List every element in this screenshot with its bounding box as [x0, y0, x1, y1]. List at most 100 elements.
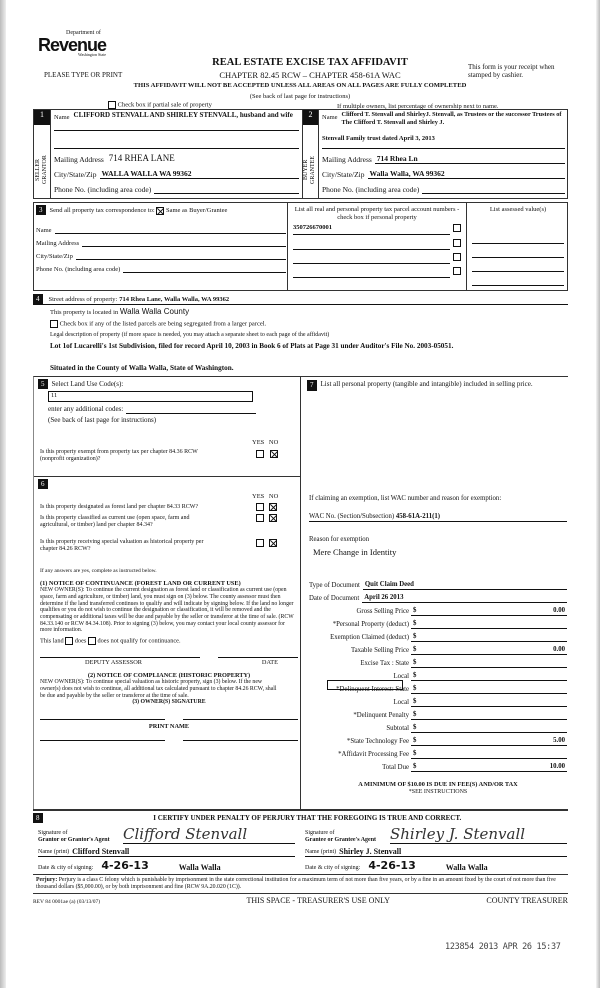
assessed-value-field[interactable]: [472, 258, 564, 272]
parcel-field[interactable]: [293, 253, 450, 264]
fee-amount-field[interactable]: $10.00: [411, 763, 567, 772]
currency-symbol: $: [413, 723, 417, 731]
current-use-no-checkbox[interactable]: [268, 514, 277, 522]
land-use-code-field[interactable]: 11: [48, 391, 253, 403]
notice-2-title: (2) NOTICE OF COMPLIANCE (HISTORIC PROPE…: [87, 672, 251, 680]
does-not-qualify-checkbox[interactable]: [87, 636, 96, 645]
grantee-signature[interactable]: Shirley J. Stenvall: [390, 825, 567, 845]
grantee-date-label: Date & city of signing:: [305, 865, 361, 872]
fee-amount-field[interactable]: $0.00: [411, 607, 567, 616]
fee-amount-field[interactable]: $: [411, 633, 567, 642]
buyer-address-field[interactable]: 714 Rhea Ln: [374, 154, 565, 164]
print-name-line[interactable]: [183, 740, 298, 742]
fee-amount-field[interactable]: $: [411, 750, 567, 759]
grantee-city[interactable]: Walla Walla: [445, 862, 488, 872]
historic-yes-checkbox[interactable]: [256, 539, 264, 547]
grantor-date[interactable]: 4-26-13: [101, 859, 149, 873]
assessed-header: List assessed value(s): [489, 206, 547, 213]
street-field[interactable]: 714 Rhea Lane, Walla Walla, WA 99362: [119, 296, 230, 304]
personal-property-checkbox[interactable]: [453, 252, 461, 261]
fee-label: Total Due: [382, 763, 409, 771]
legal-description[interactable]: Lot 1of Lucarelli's 1st Subdivision, fil…: [50, 342, 454, 351]
grantee-date[interactable]: 4-26-13: [368, 859, 416, 873]
does-qualify-checkbox[interactable]: [65, 636, 74, 645]
additional-codes-field[interactable]: [126, 405, 257, 414]
parcel-field[interactable]: [293, 267, 450, 278]
personal-property-checkbox[interactable]: [453, 238, 461, 247]
fee-label: Excise Tax : State: [360, 659, 409, 667]
assessed-value-field[interactable]: [472, 244, 564, 258]
seller-city-row: City/State/Zip WALLA WALLA WA 99362: [54, 164, 299, 179]
forest-no-checkbox[interactable]: [268, 503, 277, 511]
exempt-yes-checkbox[interactable]: [256, 450, 264, 459]
reason-field[interactable]: Mere Change in Identity: [313, 547, 397, 557]
current-use-yes-checkbox[interactable]: [256, 514, 264, 522]
seller-address-label: Mailing Address: [54, 155, 104, 164]
section-8-number: 8: [33, 813, 43, 824]
grantor-city[interactable]: Walla Walla: [178, 862, 221, 872]
partial-sale-checkbox[interactable]: [108, 101, 116, 109]
deputy-assessor-label: DEPUTY ASSESSOR: [85, 658, 142, 666]
fee-amount-field[interactable]: $: [411, 698, 567, 707]
corr-phone-field[interactable]: [123, 272, 286, 274]
exempt-no-checkbox[interactable]: [269, 450, 278, 459]
yes-header: YES: [252, 439, 265, 446]
assessed-value-field[interactable]: [472, 272, 564, 286]
owner-signature-line[interactable]: [183, 718, 298, 720]
corr-name-row: Name: [36, 218, 286, 235]
grantor-signature[interactable]: Clifford Stenvall: [123, 825, 295, 845]
county-field[interactable]: Walla Walla County: [119, 307, 190, 316]
doc-date-field[interactable]: April 26 2013: [362, 594, 567, 603]
personal-property-checkbox[interactable]: [453, 223, 461, 232]
fee-amount-field[interactable]: $: [411, 620, 567, 629]
fee-row: *Delinquent Penalty $: [309, 707, 567, 720]
situated-text[interactable]: Situated in the County of Walla Walla, S…: [50, 363, 234, 372]
form-number: REV 84 0001ae (a) (03/13/07): [33, 899, 101, 906]
corr-address-field[interactable]: [82, 246, 286, 248]
fee-amount-field[interactable]: $: [411, 672, 567, 681]
fee-amount-field[interactable]: $: [411, 659, 567, 668]
buyer-city-field[interactable]: Walla Walla, WA 99362: [367, 169, 565, 179]
forest-yes-checkbox[interactable]: [256, 503, 264, 511]
seller-phone-row: Phone No. (including area code): [54, 179, 299, 194]
buyer-address-row: Mailing Address 714 Rhea Ln: [322, 149, 565, 164]
grantee-print-name[interactable]: Shirley J. Stenvall: [339, 846, 402, 856]
same-as-buyer-checkbox[interactable]: [156, 206, 165, 215]
please-type-label: PLEASE TYPE OR PRINT: [44, 71, 123, 79]
fee-amount-field[interactable]: $: [411, 711, 567, 720]
local-rate-box[interactable]: [327, 680, 403, 690]
owner-signature-line[interactable]: [40, 718, 165, 720]
buyer-name-field[interactable]: Clifford T. Stenvall and ShirleyJ. Stenv…: [341, 111, 562, 126]
buyer-name-continued[interactable]: Stenvall Family trust dated April 3, 201…: [322, 131, 565, 149]
corr-city-field[interactable]: [75, 259, 286, 261]
historic-no-checkbox[interactable]: [268, 539, 277, 547]
corr-name-field[interactable]: [54, 233, 286, 235]
parcel-field[interactable]: 350726670001: [293, 224, 450, 235]
date-line[interactable]: [218, 656, 298, 658]
seller-address-field[interactable]: 714 RHEA LANE: [108, 153, 175, 164]
minimum-due-note: A MINIMUM OF $10.00 IS DUE IN FEE(S) AND…: [358, 781, 518, 788]
wac-field[interactable]: 458-61A-211(1): [395, 513, 441, 520]
grantor-signature-block: Signature of Grantor or Grantor's Agent Cl…: [33, 824, 295, 872]
segregated-checkbox[interactable]: [50, 319, 58, 328]
assessed-value-field[interactable]: [472, 230, 564, 244]
buyer-side: 2 BUYER GRANTEE: [302, 110, 319, 198]
seller-name-extra-line[interactable]: [54, 131, 299, 149]
fee-amount-field[interactable]: $: [411, 685, 567, 694]
buyer-phone-label: Phone No. (including area code): [322, 185, 420, 194]
personal-property-checkbox[interactable]: [453, 266, 461, 275]
seller-phone-field[interactable]: [154, 193, 299, 194]
print-name-line[interactable]: [40, 740, 165, 742]
fee-amount-field[interactable]: $: [411, 724, 567, 733]
seller-name-field[interactable]: CLIFFORD STENVALL AND SHIRLEY STENVALL, …: [73, 111, 293, 119]
buyer-phone-field[interactable]: [422, 193, 565, 194]
grantor-print-name[interactable]: Clifford Stenvall: [72, 846, 130, 856]
parcel-field[interactable]: [293, 239, 450, 250]
corr-city-row: City/State/Zip: [36, 247, 286, 261]
perjury-notice: Perjury: Perjury is a class C felony whi…: [33, 874, 568, 895]
fee-amount-field[interactable]: $5.00: [411, 737, 567, 746]
seller-city-field[interactable]: WALLA WALLA WA 99362: [99, 169, 299, 179]
doc-type-field[interactable]: Quit Claim Deed: [362, 581, 567, 590]
fee-amount-field[interactable]: $0.00: [411, 646, 567, 655]
deputy-assessor-line[interactable]: [40, 656, 200, 658]
